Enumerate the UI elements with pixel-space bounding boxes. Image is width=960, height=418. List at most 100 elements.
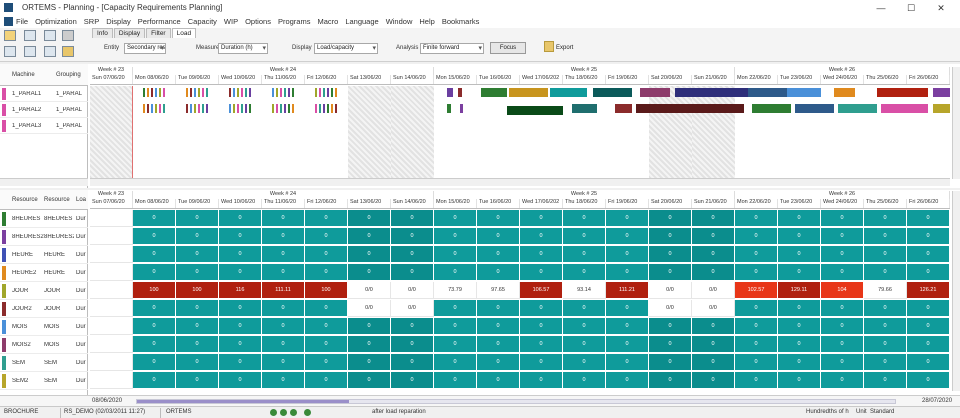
load-cell[interactable]: 0 bbox=[477, 354, 520, 371]
load-cell[interactable]: 0 bbox=[133, 210, 176, 227]
operation-bar[interactable] bbox=[838, 104, 877, 113]
load-cell[interactable]: 0 bbox=[305, 318, 348, 335]
day-header-cell[interactable]: Wed 17/06/202 bbox=[520, 75, 563, 84]
load-cell[interactable]: 0 bbox=[692, 354, 735, 371]
day-header-cell[interactable]: Mon 08/06/20 bbox=[133, 199, 176, 208]
filter-icon[interactable] bbox=[62, 30, 74, 41]
load-cell[interactable]: 0 bbox=[649, 246, 692, 263]
day-header-cell[interactable]: Tue 23/06/20 bbox=[778, 75, 821, 84]
minimize-button[interactable]: — bbox=[876, 3, 886, 13]
operation-block[interactable] bbox=[315, 88, 317, 97]
operation-bar[interactable] bbox=[459, 104, 464, 113]
menu-item-help[interactable]: Help bbox=[419, 17, 435, 26]
load-cell[interactable]: 106.57 bbox=[520, 282, 563, 299]
day-header-cell[interactable]: Sat 20/06/20 bbox=[649, 199, 692, 208]
load-cell[interactable] bbox=[90, 300, 133, 317]
operation-block[interactable] bbox=[229, 104, 231, 113]
load-cell[interactable]: 0 bbox=[649, 336, 692, 353]
operation-block[interactable] bbox=[233, 88, 235, 97]
load-cell[interactable]: 0 bbox=[606, 336, 649, 353]
operation-block[interactable] bbox=[151, 88, 153, 97]
load-cell[interactable]: 0 bbox=[348, 228, 391, 245]
load-cell[interactable] bbox=[90, 318, 133, 335]
load-cell[interactable]: 0 bbox=[821, 336, 864, 353]
load-cell[interactable]: 0 bbox=[778, 336, 821, 353]
load-cell[interactable]: 0 bbox=[778, 264, 821, 281]
operation-block[interactable] bbox=[245, 88, 247, 97]
day-header-cell[interactable]: Mon 08/06/20 bbox=[133, 75, 176, 84]
gantt-chart-area[interactable] bbox=[90, 86, 950, 178]
load-cell[interactable]: 0 bbox=[520, 318, 563, 335]
load-cell[interactable]: 0 bbox=[821, 210, 864, 227]
load-cell[interactable] bbox=[90, 228, 133, 245]
entity-select[interactable]: Secondary res. bbox=[124, 43, 166, 54]
tab-load[interactable]: Load bbox=[171, 28, 197, 38]
resource-row[interactable]: JOUR2 JOUR Dur bbox=[0, 300, 88, 318]
operation-bar[interactable] bbox=[747, 88, 787, 97]
operation-block[interactable] bbox=[335, 104, 337, 113]
load-cell[interactable]: 0 bbox=[563, 228, 606, 245]
operation-block[interactable] bbox=[323, 88, 325, 97]
export-label[interactable]: Export bbox=[556, 45, 574, 51]
load-cell[interactable]: 0 bbox=[133, 246, 176, 263]
load-cell[interactable]: 0 bbox=[133, 300, 176, 317]
load-cell[interactable]: 0 bbox=[133, 318, 176, 335]
load-cell[interactable]: 0 bbox=[477, 210, 520, 227]
day-header-cell[interactable]: Fri 26/06/20 bbox=[907, 75, 950, 84]
load-cell[interactable]: 0 bbox=[520, 246, 563, 263]
load-cell[interactable]: 0 bbox=[520, 210, 563, 227]
load-cell[interactable]: 0 bbox=[391, 336, 434, 353]
load-cell[interactable]: 0 bbox=[434, 354, 477, 371]
day-header-cell[interactable]: Fri 12/06/20 bbox=[305, 75, 348, 84]
day-header-cell[interactable]: Mon 15/06/20 bbox=[434, 199, 477, 208]
operation-block[interactable] bbox=[237, 88, 239, 97]
load-cell[interactable]: 0 bbox=[133, 228, 176, 245]
operation-block[interactable] bbox=[194, 104, 196, 113]
load-cell[interactable]: 100 bbox=[133, 282, 176, 299]
operation-block[interactable] bbox=[331, 88, 333, 97]
load-cell[interactable] bbox=[90, 282, 133, 299]
load-cell[interactable]: 0 bbox=[649, 318, 692, 335]
menu-item-file[interactable]: File bbox=[16, 17, 29, 26]
gantt-icon[interactable] bbox=[44, 30, 56, 41]
day-header-cell[interactable]: Wed 10/06/20 bbox=[219, 75, 262, 84]
operation-bar[interactable] bbox=[550, 88, 587, 97]
load-cell[interactable]: 0 bbox=[821, 372, 864, 389]
load-cell[interactable]: 0 bbox=[219, 372, 262, 389]
menu-item-capacity[interactable]: Capacity bbox=[187, 17, 217, 26]
load-cell[interactable]: 0 bbox=[692, 318, 735, 335]
load-cell[interactable]: 0 bbox=[864, 210, 907, 227]
load-cell[interactable] bbox=[90, 336, 133, 353]
load-cell[interactable]: 0 bbox=[520, 372, 563, 389]
load-cell[interactable]: 0 bbox=[434, 372, 477, 389]
operation-block[interactable] bbox=[163, 104, 165, 113]
load-cell[interactable]: 0 bbox=[348, 210, 391, 227]
machine-row[interactable]: 1_PARAL1 1_PARAL bbox=[0, 86, 88, 102]
load-cell[interactable]: 0 bbox=[864, 228, 907, 245]
day-header-cell[interactable]: Mon 22/06/20 bbox=[735, 75, 778, 84]
operation-block[interactable] bbox=[155, 88, 157, 97]
load-cell[interactable]: 0 bbox=[907, 318, 950, 335]
load-cell[interactable]: 0 bbox=[606, 264, 649, 281]
operation-block[interactable] bbox=[147, 104, 149, 113]
load-cell[interactable]: 0 bbox=[434, 264, 477, 281]
load-cell[interactable]: 0 bbox=[778, 228, 821, 245]
day-header-cell[interactable]: Tue 09/06/20 bbox=[176, 75, 219, 84]
load-cell[interactable]: 0 bbox=[176, 354, 219, 371]
day-header-cell[interactable]: Fri 26/06/20 bbox=[907, 199, 950, 208]
load-cell[interactable]: 0 bbox=[907, 264, 950, 281]
load-cell[interactable]: 0 bbox=[391, 264, 434, 281]
operation-block[interactable] bbox=[335, 88, 337, 97]
load-cell[interactable]: 0 bbox=[821, 246, 864, 263]
operation-block[interactable] bbox=[327, 104, 329, 113]
load-cell[interactable] bbox=[90, 210, 133, 227]
day-header-cell[interactable]: Sun 21/06/20 bbox=[692, 199, 735, 208]
load-cell[interactable]: 0 bbox=[305, 354, 348, 371]
operation-block[interactable] bbox=[163, 88, 165, 97]
load-cell[interactable]: 0 bbox=[563, 336, 606, 353]
export-icon[interactable] bbox=[544, 41, 554, 52]
load-cell[interactable]: 0 bbox=[735, 228, 778, 245]
load-cell[interactable]: 0 bbox=[907, 246, 950, 263]
load-cell[interactable]: 0 bbox=[821, 228, 864, 245]
operation-block[interactable] bbox=[280, 104, 282, 113]
